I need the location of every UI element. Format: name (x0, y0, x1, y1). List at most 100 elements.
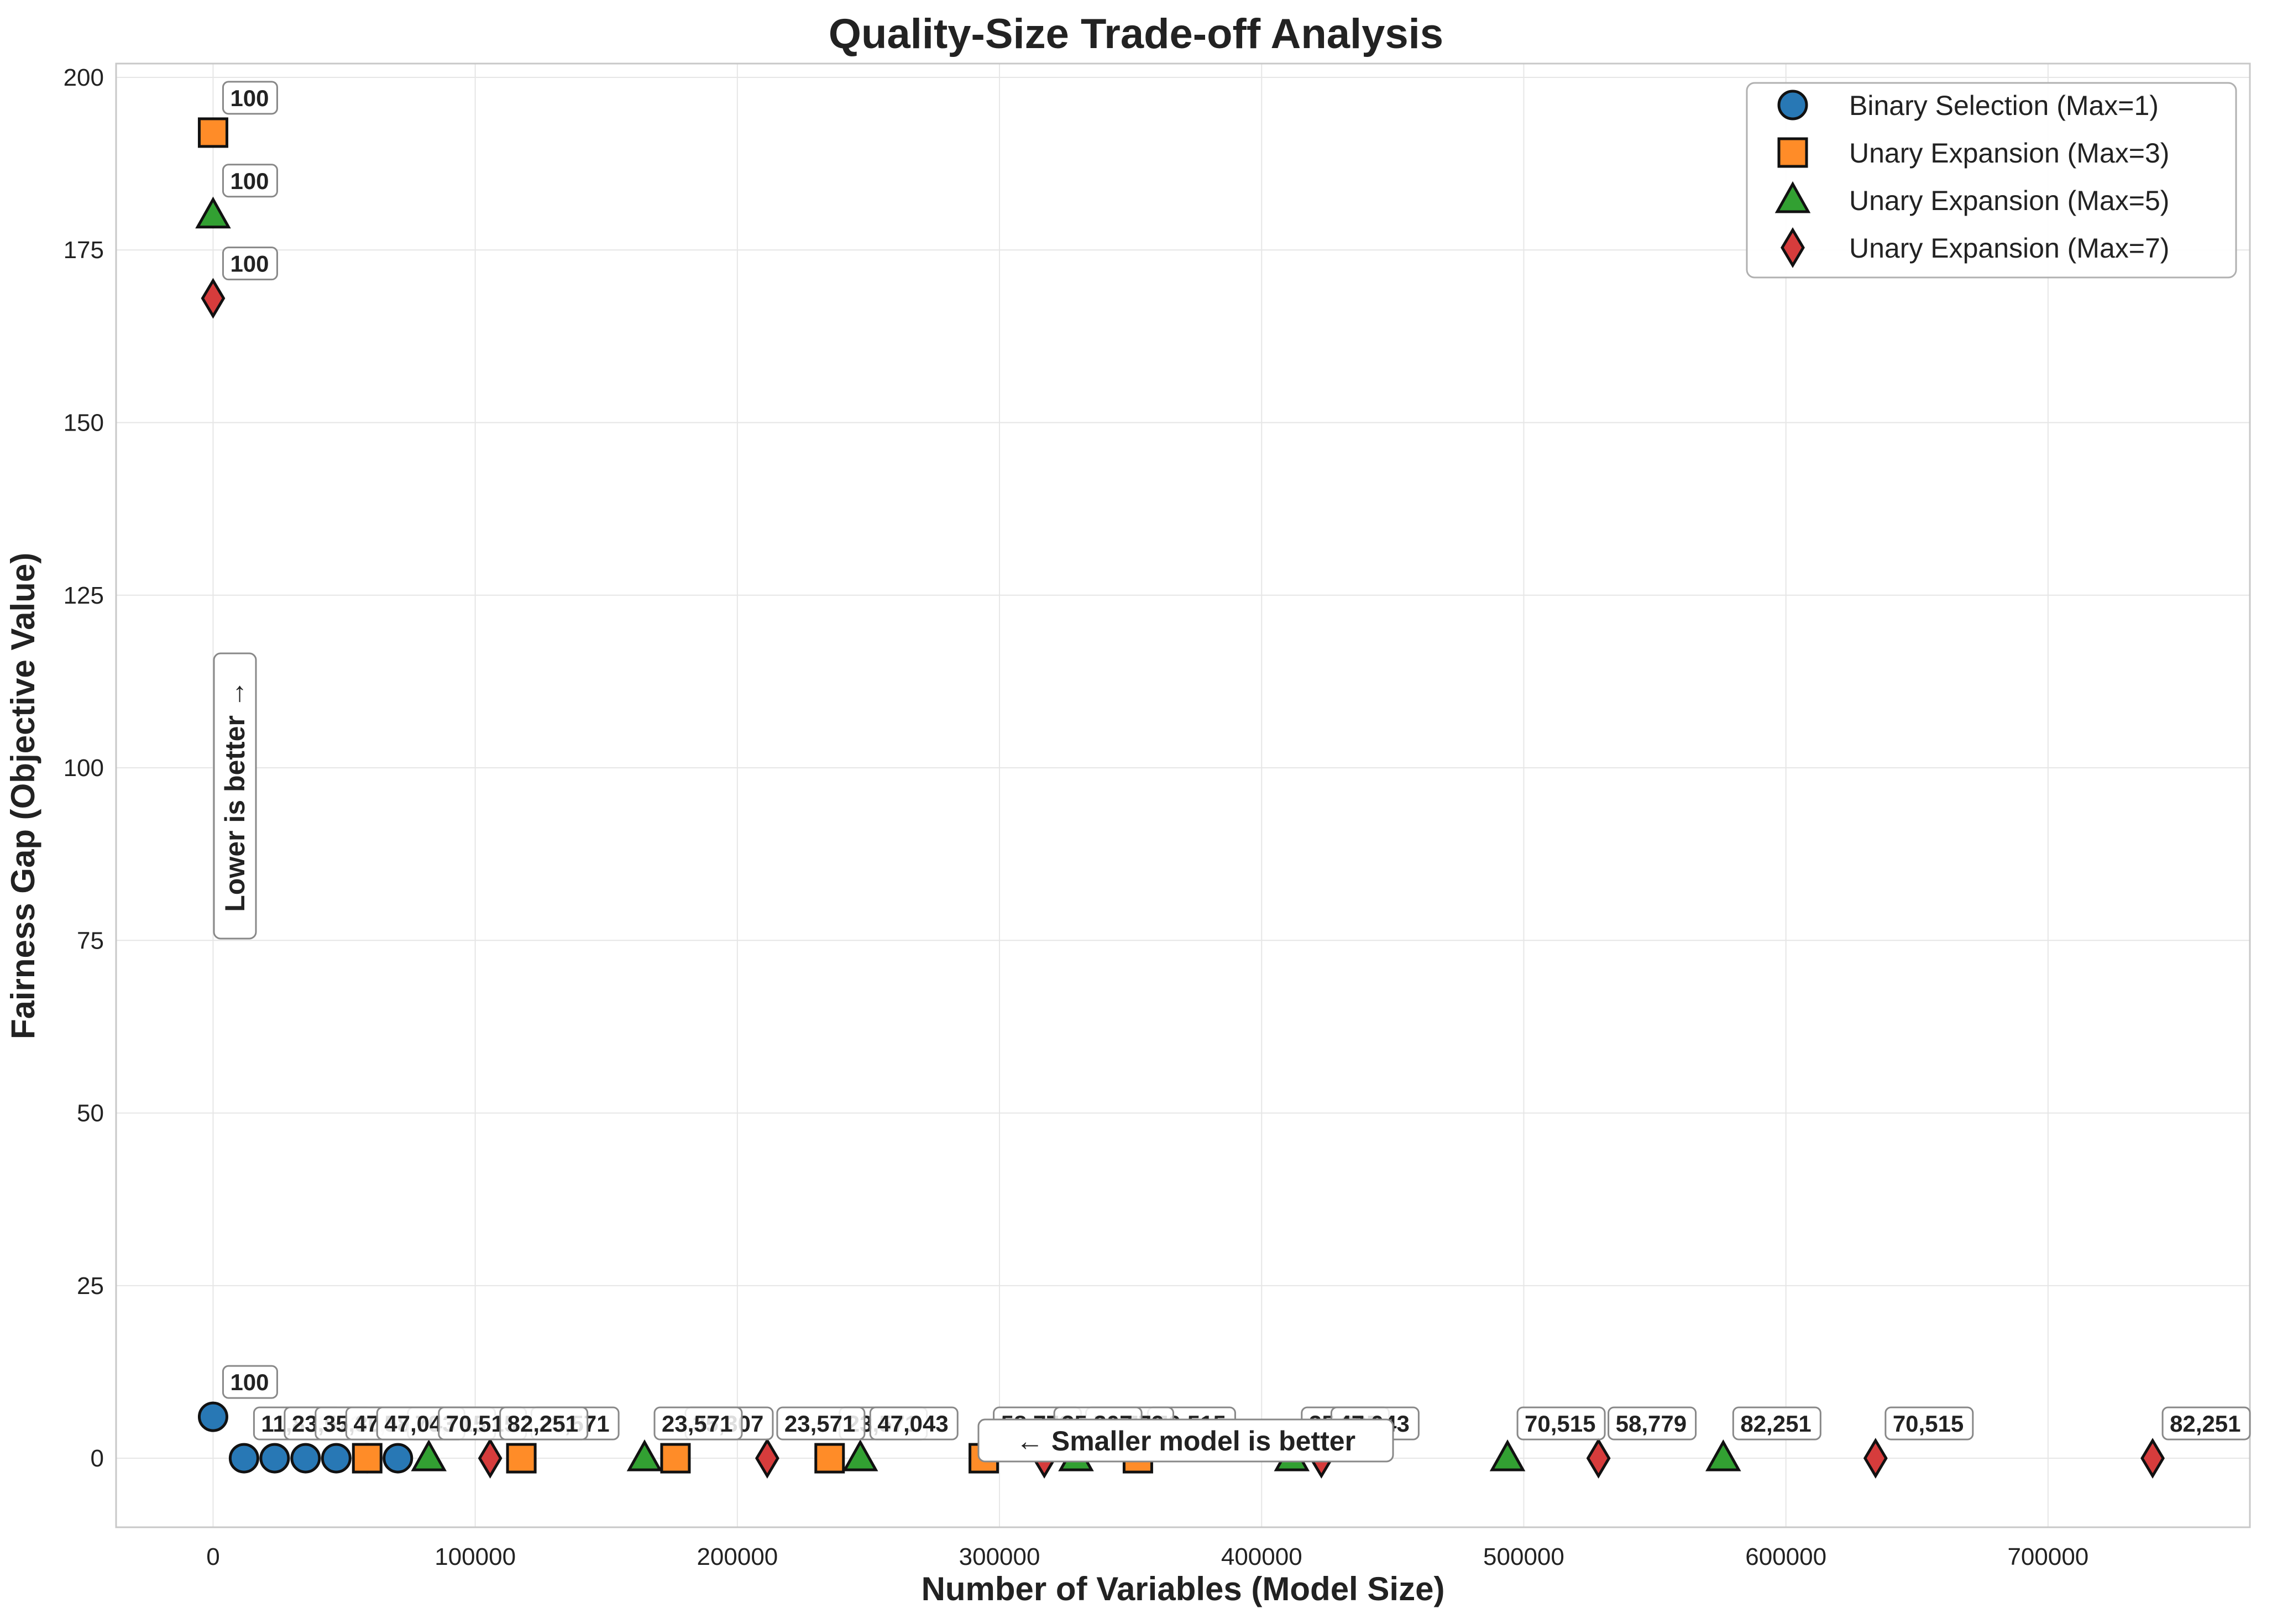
data-point (755, 1438, 779, 1479)
legend-label: Binary Selection (Max=1) (1849, 90, 2159, 121)
x-tick-label: 500000 (1483, 1543, 1564, 1570)
x-tick-label: 400000 (1221, 1543, 1302, 1570)
data-label: 100 (222, 1365, 278, 1399)
data-label-box (222, 247, 278, 281)
x-axis-label: Number of Variables (Model Size) (922, 1570, 1445, 1607)
legend-marker (1774, 181, 1811, 213)
annotation-box (213, 652, 257, 940)
data-point (197, 117, 228, 148)
data-label-box (1884, 1406, 1974, 1440)
data-label-box (776, 1406, 866, 1440)
legend-label: Unary Expansion (Max=5) (1849, 185, 2169, 216)
legend-frame (1746, 82, 2237, 279)
data-label: 82,251 (2161, 1406, 2251, 1440)
annotation-lower-is-better: Lower is better → (213, 652, 257, 940)
data-label: 100 (222, 164, 278, 198)
annotation-smaller-is-better: ← Smaller model is better (977, 1418, 1394, 1463)
data-point (259, 1443, 290, 1474)
legend-item: Unary Expansion (Max=3) (1777, 137, 2169, 169)
data-point (411, 1439, 447, 1471)
data-label-box (1732, 1406, 1821, 1440)
data-label-text: 70,515 (1893, 1411, 1964, 1437)
data-label-text: 23,571 (662, 1411, 732, 1437)
data-label-box (1516, 1406, 1606, 1440)
data-points (195, 117, 2165, 1479)
annotation-box (977, 1418, 1394, 1463)
annotations: Lower is better → ← Smaller model is bett… (213, 652, 1394, 1463)
data-point (660, 1443, 691, 1474)
y-tick-label: 50 (77, 1100, 104, 1127)
legend: Binary Selection (Max=1) Unary Expansion … (1746, 82, 2237, 279)
annotation-text: Lower is better → (219, 680, 250, 912)
y-tick-label: 0 (91, 1445, 104, 1472)
data-label: 23,571 (653, 1406, 743, 1440)
y-tick-label: 125 (64, 582, 104, 609)
data-label-box (653, 1406, 743, 1440)
x-tick-label: 100000 (434, 1543, 516, 1570)
data-point (478, 1438, 502, 1479)
legend-label: Unary Expansion (Max=3) (1849, 138, 2169, 169)
y-tick-label: 100 (64, 755, 104, 782)
data-labels: 10011,83523,57135,30747,04358,77970,5151… (222, 81, 2251, 1440)
data-point (1705, 1439, 1741, 1471)
data-label: 47,043 (869, 1406, 959, 1440)
y-tick-label: 175 (64, 237, 104, 264)
data-point (197, 1401, 228, 1432)
y-tick-label: 150 (64, 410, 104, 437)
legend-item: Unary Expansion (Max=5) (1774, 181, 2169, 216)
y-tick-label: 75 (77, 927, 104, 954)
legend-marker (1777, 137, 1808, 168)
x-tick-label: 600000 (1745, 1543, 1826, 1570)
data-point (352, 1443, 383, 1474)
data-point (506, 1443, 537, 1474)
y-tick-label: 200 (64, 64, 104, 91)
x-tick-label: 700000 (2007, 1543, 2088, 1570)
data-point (201, 277, 226, 319)
y-axis-label: Fairness Gap (Objective Value) (4, 553, 41, 1039)
data-label-text: 100 (230, 168, 269, 194)
data-label-text: 58,779 (1616, 1411, 1687, 1437)
data-label: 70,515 (1884, 1406, 1974, 1440)
data-label-text: 47,043 (877, 1411, 948, 1437)
data-label-box (869, 1406, 959, 1440)
legend-item: Binary Selection (Max=1) (1777, 90, 2159, 121)
x-tick-label: 300000 (959, 1543, 1040, 1570)
annotation-text: ← Smaller model is better (1016, 1426, 1355, 1457)
grid-layer (116, 64, 2250, 1527)
data-point (842, 1439, 878, 1471)
tick-layer: 0 100000 200000 300000 400000 500000 600000 700… (64, 64, 2089, 1570)
data-label: 100 (222, 81, 278, 115)
legend-item: Unary Expansion (Max=7) (1781, 227, 2169, 268)
data-point (321, 1443, 352, 1474)
data-label-text: 100 (230, 251, 269, 277)
data-label: 58,779 (1608, 1406, 1697, 1440)
data-point (290, 1443, 321, 1474)
data-point (195, 196, 231, 229)
data-label: 82,251 (1732, 1406, 1821, 1440)
data-label-text: 82,251 (1740, 1411, 1811, 1437)
data-point (228, 1443, 259, 1474)
data-label-box (222, 1365, 278, 1399)
data-label-text: 23,571 (784, 1411, 855, 1437)
data-label-text: 100 (230, 85, 269, 111)
data-label-box (222, 164, 278, 198)
data-label: 70,515 (1516, 1406, 1606, 1440)
data-label-box (222, 81, 278, 115)
data-label-text: 100 (230, 1369, 269, 1395)
data-label: 82,251 (499, 1406, 589, 1440)
data-label: 23,571 (776, 1406, 866, 1440)
legend-label: Unary Expansion (Max=7) (1849, 233, 2169, 264)
data-label-box (499, 1406, 589, 1440)
data-label-box (1608, 1406, 1697, 1440)
y-tick-label: 25 (77, 1272, 104, 1300)
data-label-text: 82,251 (2170, 1411, 2240, 1437)
data-label-text: 82,251 (507, 1411, 578, 1437)
plot-frame (115, 62, 2251, 1528)
data-point (1586, 1438, 1611, 1479)
data-point (814, 1443, 845, 1474)
legend-marker (1777, 90, 1808, 121)
data-label-box (2161, 1406, 2251, 1440)
data-point (1489, 1439, 1526, 1471)
x-tick-label: 200000 (697, 1543, 778, 1570)
